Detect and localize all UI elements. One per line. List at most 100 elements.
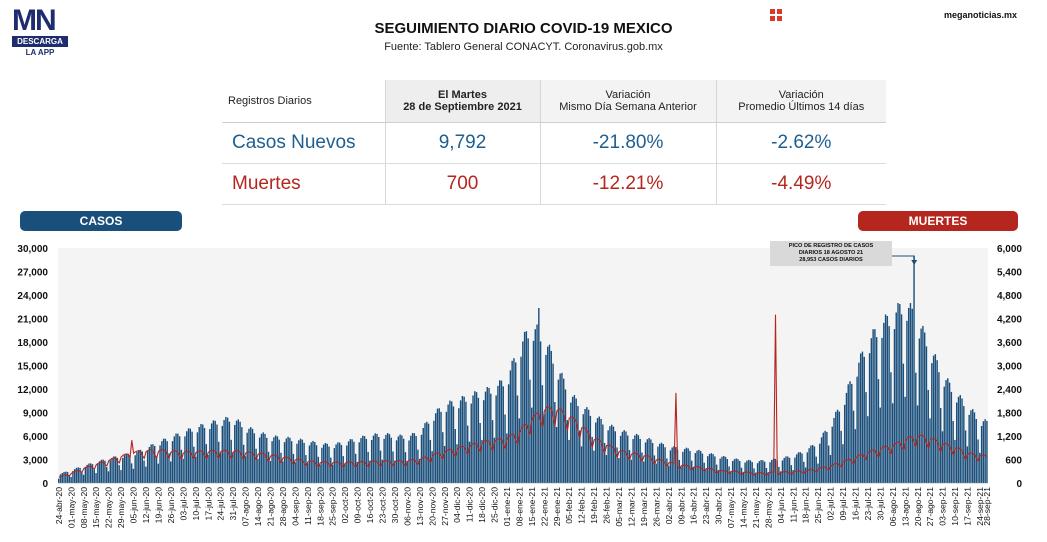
casos-bar (737, 459, 739, 483)
casos-bar (264, 433, 266, 483)
casos-bar (506, 433, 508, 483)
casos-bar (539, 341, 542, 483)
casos-bar (808, 448, 810, 483)
casos-bar (547, 346, 549, 483)
x-tick-label: 09-abr-21 (676, 487, 686, 524)
x-tick-label: 18-jun-21 (801, 487, 811, 524)
casos-bar (450, 401, 453, 483)
casos-bar (566, 420, 568, 483)
casos-bar (326, 443, 328, 483)
casos-bar (689, 450, 691, 483)
casos-bar (580, 446, 583, 483)
x-tick-label: 28-ago-20 (278, 487, 288, 526)
casos-bar (445, 411, 448, 483)
casos-bar (909, 303, 912, 483)
site-link[interactable]: meganoticias.mx (943, 10, 1017, 20)
casos-label: Casos Nuevos (222, 122, 385, 164)
casos-bar (577, 406, 579, 483)
x-tick-label: 19-jun-20 (154, 487, 164, 524)
casos-bar (68, 474, 71, 483)
casos-bar (611, 424, 613, 483)
casos-bar (283, 442, 286, 483)
x-tick-label: 13-nov-20 (415, 487, 425, 526)
casos-bar (886, 315, 889, 483)
casos-bar (739, 460, 741, 483)
casos-bar (536, 324, 538, 483)
casos-bar (436, 408, 439, 483)
casos-bar (522, 341, 524, 483)
casos-bar (98, 461, 101, 483)
casos-bar (219, 453, 222, 483)
casos-bar (458, 408, 460, 483)
casos-bar (102, 459, 104, 483)
casos-bar (113, 456, 115, 483)
casos-bar (235, 420, 238, 483)
casos-bar (643, 461, 645, 483)
casos-bar (109, 460, 111, 483)
casos-bar (787, 456, 789, 483)
casos-bar (111, 457, 113, 483)
casos-bar (888, 326, 890, 483)
casos-bar (559, 373, 561, 483)
casos-bar (939, 408, 942, 483)
casos-bar (637, 435, 640, 483)
casos-bar (292, 453, 295, 483)
peak-annotation-line3: 28,953 CASOS DIARIOS (799, 257, 863, 263)
casos-bar (623, 430, 625, 483)
casos-bar (943, 386, 945, 483)
y-left-tick-label: 21,000 (17, 315, 48, 326)
casos-bar (394, 460, 396, 483)
casos-bar (406, 461, 408, 483)
casos-bar (619, 435, 622, 483)
casos-bar (369, 460, 371, 483)
casos-bar (806, 452, 809, 483)
casos-bar (246, 432, 248, 483)
casos-bar (333, 448, 336, 483)
casos-bar (397, 436, 400, 483)
casos-bar (77, 467, 79, 483)
casos-bar (815, 456, 817, 483)
casos-bar (694, 453, 697, 483)
casos-bar (554, 402, 556, 483)
x-tick-label: 02-oct-20 (340, 487, 350, 524)
x-tick-label: 11-sep-20 (303, 487, 313, 525)
x-tick-label: 10-jul-20 (191, 487, 201, 521)
casos-bar (982, 421, 985, 483)
casos-bar (230, 439, 232, 483)
casos-bar (907, 307, 910, 483)
casos-bar (472, 395, 474, 483)
casos-bar (475, 392, 478, 483)
casos-bar (376, 433, 378, 483)
casos-bar (575, 398, 577, 483)
casos-bar (799, 452, 801, 483)
x-tick-label: 01-ene-21 (502, 487, 512, 526)
casos-bar (255, 448, 257, 483)
casos-bar (616, 447, 618, 483)
muertes-label: Muertes (222, 163, 385, 205)
casos-bar (186, 431, 188, 483)
casos-bar (865, 392, 867, 483)
casos-bar (248, 428, 250, 483)
casos-bar (884, 314, 887, 483)
x-tick-label: 14-ago-20 (253, 487, 263, 526)
casos-bar (417, 449, 419, 483)
casos-bar (714, 456, 716, 483)
x-tick-label: 15-may-20 (91, 487, 101, 528)
x-tick-label: 26-jun-20 (166, 487, 176, 524)
casos-bar (59, 474, 62, 483)
casos-bar (321, 447, 323, 483)
casos-bar (91, 464, 94, 483)
x-tick-label: 04-sep-20 (290, 487, 300, 526)
casos-bar (276, 436, 279, 483)
y-left-tick-label: 9,000 (23, 409, 48, 420)
casos-bar (751, 462, 753, 483)
x-tick-label: 27-ago-21 (925, 487, 935, 526)
casos-bar (150, 444, 152, 483)
casos-bar (621, 431, 624, 483)
muertes-value: 700 (384, 163, 540, 205)
x-tick-label: 15-ene-21 (527, 487, 537, 526)
brand-logo[interactable]: MN DESCARGA LA APP (12, 6, 68, 57)
casos-bar (573, 395, 576, 483)
casos-bar (867, 416, 869, 483)
casos-bar (319, 464, 321, 483)
